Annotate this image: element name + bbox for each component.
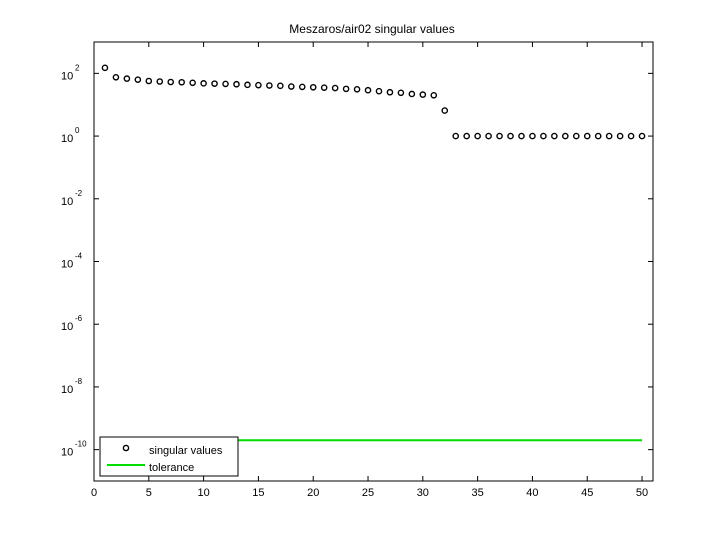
singular-value-point	[200, 80, 207, 87]
singular-value-point	[638, 132, 646, 140]
singular-value-point	[309, 83, 317, 91]
legend-label-singular-values: singular values	[149, 445, 223, 457]
chart-title: Meszaros/air02 singular values	[289, 22, 454, 36]
singular-value-point	[551, 132, 558, 140]
y-tick-base: 10	[61, 70, 73, 82]
singular-value-point	[562, 132, 569, 140]
singular-value-point	[583, 132, 591, 140]
legend: singular values tolerance	[99, 436, 239, 477]
singular-value-point	[616, 132, 624, 140]
singular-value-point	[298, 83, 306, 91]
singular-value-point	[112, 73, 120, 81]
y-tick-exponent: -10	[75, 440, 87, 449]
y-tick-label: 102	[61, 63, 80, 82]
y-tick-label: 10-6	[61, 314, 83, 333]
y-tick-exponent: -6	[75, 314, 83, 323]
singular-value-point	[255, 81, 262, 89]
singular-value-point	[518, 132, 525, 140]
legend-label-tolerance: tolerance	[149, 462, 194, 474]
singular-value-point	[397, 89, 405, 97]
singular-value-point	[353, 86, 361, 93]
y-tick-label: 10-8	[61, 377, 83, 396]
x-tick-label: 0	[91, 487, 97, 499]
x-tick-label: 20	[307, 487, 319, 499]
singular-value-point	[277, 82, 284, 90]
y-tick-label: 10-2	[61, 189, 83, 208]
y-tick-base: 10	[61, 196, 73, 208]
singular-value-point	[474, 132, 481, 140]
x-tick-label: 50	[636, 487, 648, 499]
x-tick-label: 30	[417, 487, 429, 499]
singular-value-point	[572, 132, 580, 140]
singular-value-point	[189, 79, 196, 87]
y-tick-label: 100	[61, 126, 80, 145]
singular-value-point	[496, 132, 503, 140]
singular-value-point	[485, 132, 492, 140]
singular-value-point	[331, 84, 339, 92]
singular-value-point	[441, 107, 449, 114]
singular-value-point	[244, 81, 251, 89]
legend-box	[99, 436, 239, 477]
singular-value-point	[419, 91, 427, 98]
singular-value-point	[233, 80, 240, 88]
x-tick-label: 25	[362, 487, 374, 499]
singular-value-point	[342, 85, 350, 93]
legend-marker-singular-values	[122, 444, 130, 452]
y-tick-base: 10	[61, 384, 73, 396]
singular-value-point	[507, 132, 514, 140]
singular-value-point	[540, 132, 547, 140]
singular-value-point	[211, 80, 218, 87]
x-tick-label: 45	[581, 487, 593, 499]
singular-value-point	[101, 64, 109, 72]
y-tick-exponent: 2	[75, 63, 80, 72]
singular-value-point	[156, 78, 164, 85]
x-tick-label: 15	[252, 487, 264, 499]
singular-value-point	[320, 84, 328, 91]
y-tick-base: 10	[61, 321, 73, 333]
singular-value-point	[266, 82, 273, 89]
singular-value-point	[287, 83, 295, 90]
singular-value-point	[594, 132, 602, 140]
singular-value-point	[375, 87, 383, 95]
x-tick-label: 5	[146, 487, 152, 499]
singular-values-series	[101, 64, 646, 140]
singular-value-point	[430, 91, 438, 99]
y-tick-base: 10	[61, 259, 73, 271]
singular-value-point	[627, 132, 635, 140]
x-axis: 0 5 10 15 20 25 30 35 40 45 50	[91, 42, 648, 499]
x-tick-label: 35	[472, 487, 484, 499]
y-tick-exponent: 0	[75, 126, 80, 135]
singular-value-point	[222, 80, 229, 88]
plot-frame	[93, 41, 654, 482]
singular-value-point	[529, 132, 536, 140]
y-tick-label: 10-4	[61, 252, 83, 271]
y-tick-exponent: -8	[75, 377, 83, 386]
y-tick-label: 10-10	[61, 440, 87, 459]
singular-value-point	[123, 75, 131, 82]
singular-value-point	[605, 132, 613, 140]
singular-value-point	[408, 90, 416, 98]
singular-value-point	[364, 86, 372, 94]
x-tick-label: 10	[197, 487, 209, 499]
singular-value-point	[145, 77, 153, 85]
y-tick-exponent: -4	[75, 252, 83, 261]
singular-value-point	[452, 132, 460, 140]
singular-value-point	[463, 132, 470, 140]
singular-value-point	[386, 88, 394, 96]
y-tick-base: 10	[61, 133, 73, 145]
singular-value-point	[178, 78, 185, 86]
y-tick-exponent: -2	[75, 189, 83, 198]
singular-value-point	[134, 76, 142, 83]
singular-value-point	[167, 78, 175, 86]
x-tick-label: 40	[526, 487, 538, 499]
y-tick-base: 10	[61, 447, 73, 459]
